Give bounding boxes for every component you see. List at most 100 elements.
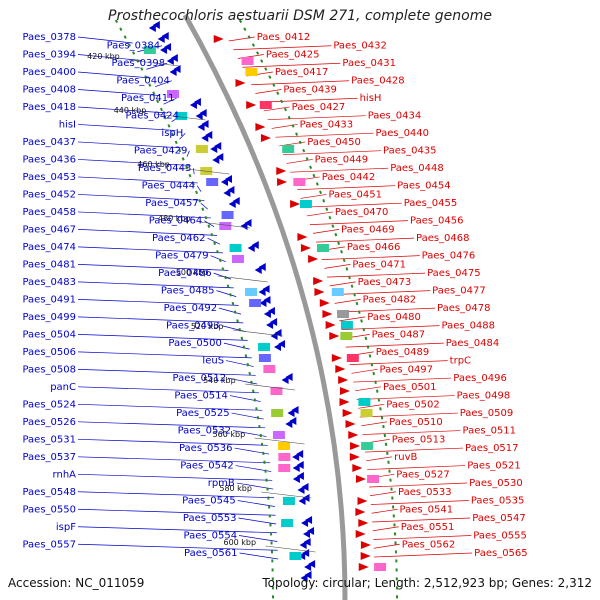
right-leader-line xyxy=(356,395,455,400)
forward-strand-arrow xyxy=(358,519,369,527)
forward-strand-arrow xyxy=(338,376,349,384)
reverse-strand-arrow xyxy=(160,46,168,54)
forward-strand-arrow xyxy=(349,453,360,461)
left-gene-label: Paes_0436 xyxy=(22,154,76,165)
accession-label: Accession: NC_011059 xyxy=(8,576,145,590)
feature-box xyxy=(299,200,312,208)
left-gene-label: Paes_0458 xyxy=(22,207,76,218)
left-leader-line xyxy=(216,290,237,297)
left-leader-line xyxy=(77,491,275,499)
left-leader-line xyxy=(77,176,198,184)
forward-strand-arrow xyxy=(360,541,371,549)
kbp-tick-line xyxy=(261,491,312,499)
reverse-strand-arrow xyxy=(228,200,236,208)
reverse-strand-arrow xyxy=(301,483,309,491)
feature-box xyxy=(360,409,373,417)
right-gene-label: Paes_0535 xyxy=(471,496,525,507)
right-leader-line xyxy=(349,360,448,365)
right-gene-label: ruvB xyxy=(394,452,417,463)
left-leader-line xyxy=(77,194,205,201)
right-leader-line xyxy=(369,482,468,488)
left-leader-line xyxy=(239,535,278,542)
right-gene-label: Paes_0471 xyxy=(352,259,406,270)
forward-strand-arrow xyxy=(357,497,368,505)
inner-dotted-ring xyxy=(114,19,274,600)
left-gene-label: Paes_0429 xyxy=(134,146,188,157)
left-gene-label: ispF xyxy=(56,522,76,533)
left-gene-label: Paes_0506 xyxy=(22,347,76,358)
left-leader-line xyxy=(77,89,160,96)
feature-box xyxy=(278,464,291,472)
reverse-strand-arrow xyxy=(251,241,259,249)
forward-strand-arrow xyxy=(355,530,366,538)
left-leader-line xyxy=(193,168,195,175)
reverse-strand-arrow xyxy=(274,343,282,351)
reverse-strand-arrow xyxy=(223,189,231,197)
kbp-tick-label: 440 kbp xyxy=(114,106,147,115)
left-label-leaders xyxy=(77,36,279,560)
right-leader-line xyxy=(373,535,472,540)
right-leader-line xyxy=(255,89,282,94)
left-gene-label: Paes_0464 xyxy=(149,216,203,227)
forward-strand-arrow xyxy=(313,277,324,285)
reverse-strand-arrow xyxy=(148,24,156,32)
left-leader-line xyxy=(213,272,232,280)
forward-strand-arrow xyxy=(260,134,271,142)
left-gene-label: Paes_0424 xyxy=(125,111,179,122)
forward-strand-arrow xyxy=(235,79,246,87)
left-gene-label: Paes_0394 xyxy=(22,49,76,60)
forward-strand-arrow xyxy=(255,123,266,131)
reverse-strand-arrow xyxy=(232,197,240,205)
feature-box xyxy=(245,68,258,76)
left-leader-line xyxy=(77,281,234,289)
left-gene-label: Paes_0457 xyxy=(145,198,199,209)
right-gene-label: Paes_0439 xyxy=(283,84,337,95)
right-leader-line xyxy=(300,194,327,199)
left-leader-line xyxy=(179,132,186,140)
forward-strand-arrow xyxy=(300,244,311,252)
reverse-strand-arrow xyxy=(258,288,266,296)
feature-box xyxy=(361,442,374,450)
feature-box xyxy=(166,90,179,98)
left-gene-label: Paes_0408 xyxy=(22,84,76,95)
left-gene-label: Paes_0531 xyxy=(22,434,76,445)
right-leader-line xyxy=(290,167,389,173)
forward-strand-arrow xyxy=(360,552,371,560)
feature-glyphs xyxy=(143,21,387,582)
right-gene-label: Paes_0498 xyxy=(457,391,511,402)
left-gene-label: Paes_0400 xyxy=(22,67,76,78)
left-gene-label: Paes_0491 xyxy=(22,294,76,305)
feature-box xyxy=(231,255,244,263)
right-gene-label: Paes_0440 xyxy=(376,128,430,139)
right-gene-label: Paes_0454 xyxy=(397,181,451,192)
reverse-strand-arrow xyxy=(195,112,203,120)
right-gene-label: Paes_0478 xyxy=(437,303,491,314)
reverse-strand-arrow xyxy=(152,21,160,29)
right-leader-line xyxy=(336,307,436,313)
right-gene-label: Paes_0533 xyxy=(398,487,452,498)
right-gene-label: Paes_0449 xyxy=(315,154,369,165)
reverse-strand-arrow xyxy=(263,310,271,318)
left-leader-line xyxy=(229,395,261,402)
feature-box xyxy=(374,563,387,571)
kbp-tick-line xyxy=(179,167,230,175)
right-gene-label: Paes_0475 xyxy=(427,268,481,279)
right-gene-label: Paes_0431 xyxy=(342,58,396,69)
left-gene-label: Paes_0404 xyxy=(116,76,170,87)
reverse-strand-arrow xyxy=(287,409,295,417)
right-leader-line xyxy=(369,491,397,497)
right-gene-label: Paes_0480 xyxy=(367,312,421,323)
feature-box xyxy=(219,222,232,230)
reverse-strand-arrow xyxy=(173,65,181,73)
left-leader-line xyxy=(210,255,226,262)
reverse-strand-arrow xyxy=(157,35,165,43)
forward-strand-arrow xyxy=(331,354,342,362)
right-gene-label: Paes_0509 xyxy=(460,408,514,419)
right-leader-line xyxy=(354,386,382,392)
right-gene-label: Paes_0473 xyxy=(358,277,412,288)
right-gene-label: Paes_0434 xyxy=(368,111,422,122)
left-gene-label: Paes_0554 xyxy=(184,531,238,542)
left-leader-line xyxy=(77,159,191,166)
right-gene-label: Paes_0427 xyxy=(292,102,346,113)
